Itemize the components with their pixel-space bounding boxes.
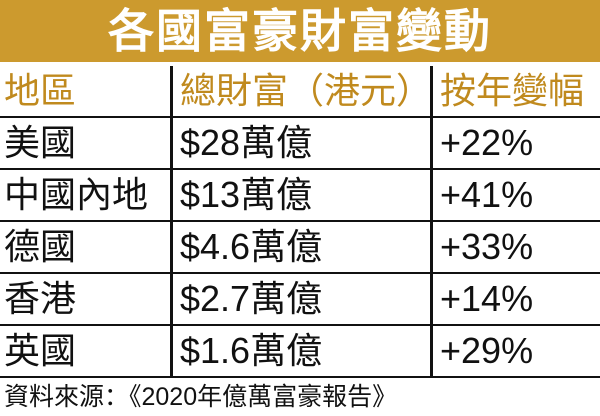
header-row: 地區 總財富（港元） 按年變幅 [0, 66, 600, 118]
table-cell: $2.7萬億 [180, 278, 323, 319]
table-cell: $13萬億 [180, 174, 313, 215]
table-row: 德國 $4.6萬億 +33% [0, 222, 600, 274]
table-row: 中國內地 $13萬億 +41% [0, 170, 600, 222]
table-row: 英國 $1.6萬億 +29% [0, 326, 600, 378]
table-cell: $1.6萬億 [180, 330, 323, 371]
column-header: 地區 [4, 70, 77, 111]
table-row: 香港 $2.7萬億 +14% [0, 274, 600, 326]
table-cell: 美國 [4, 122, 77, 163]
title-bar: 各國富豪財富變動 [0, 0, 600, 62]
table: 地區 總財富（港元） 按年變幅美國 $28萬億 +22% 中國內地 $13萬億 +41% 德國 $… [0, 66, 600, 378]
column-header: 總財富（港元） [180, 70, 433, 111]
table-cell: 德國 [4, 226, 77, 267]
table-cell: 香港 [4, 278, 77, 319]
table-cell: +41% [440, 174, 534, 215]
table-cell: 英國 [4, 330, 77, 371]
column-divider [430, 66, 433, 378]
table-cell: +22% [440, 122, 534, 163]
source-note: 資料來源：《2020年億萬富豪報告》 [4, 383, 398, 411]
table-cell: $28萬億 [180, 122, 313, 163]
table-cell: +33% [440, 226, 534, 267]
table-cell: +14% [440, 278, 534, 319]
column-header: 按年變幅 [440, 70, 585, 111]
table-cell: +29% [440, 330, 534, 371]
table-cell: 中國內地 [4, 174, 149, 215]
table-cell: $4.6萬億 [180, 226, 323, 267]
column-divider [170, 66, 173, 378]
table-row: 美國 $28萬億 +22% [0, 118, 600, 170]
